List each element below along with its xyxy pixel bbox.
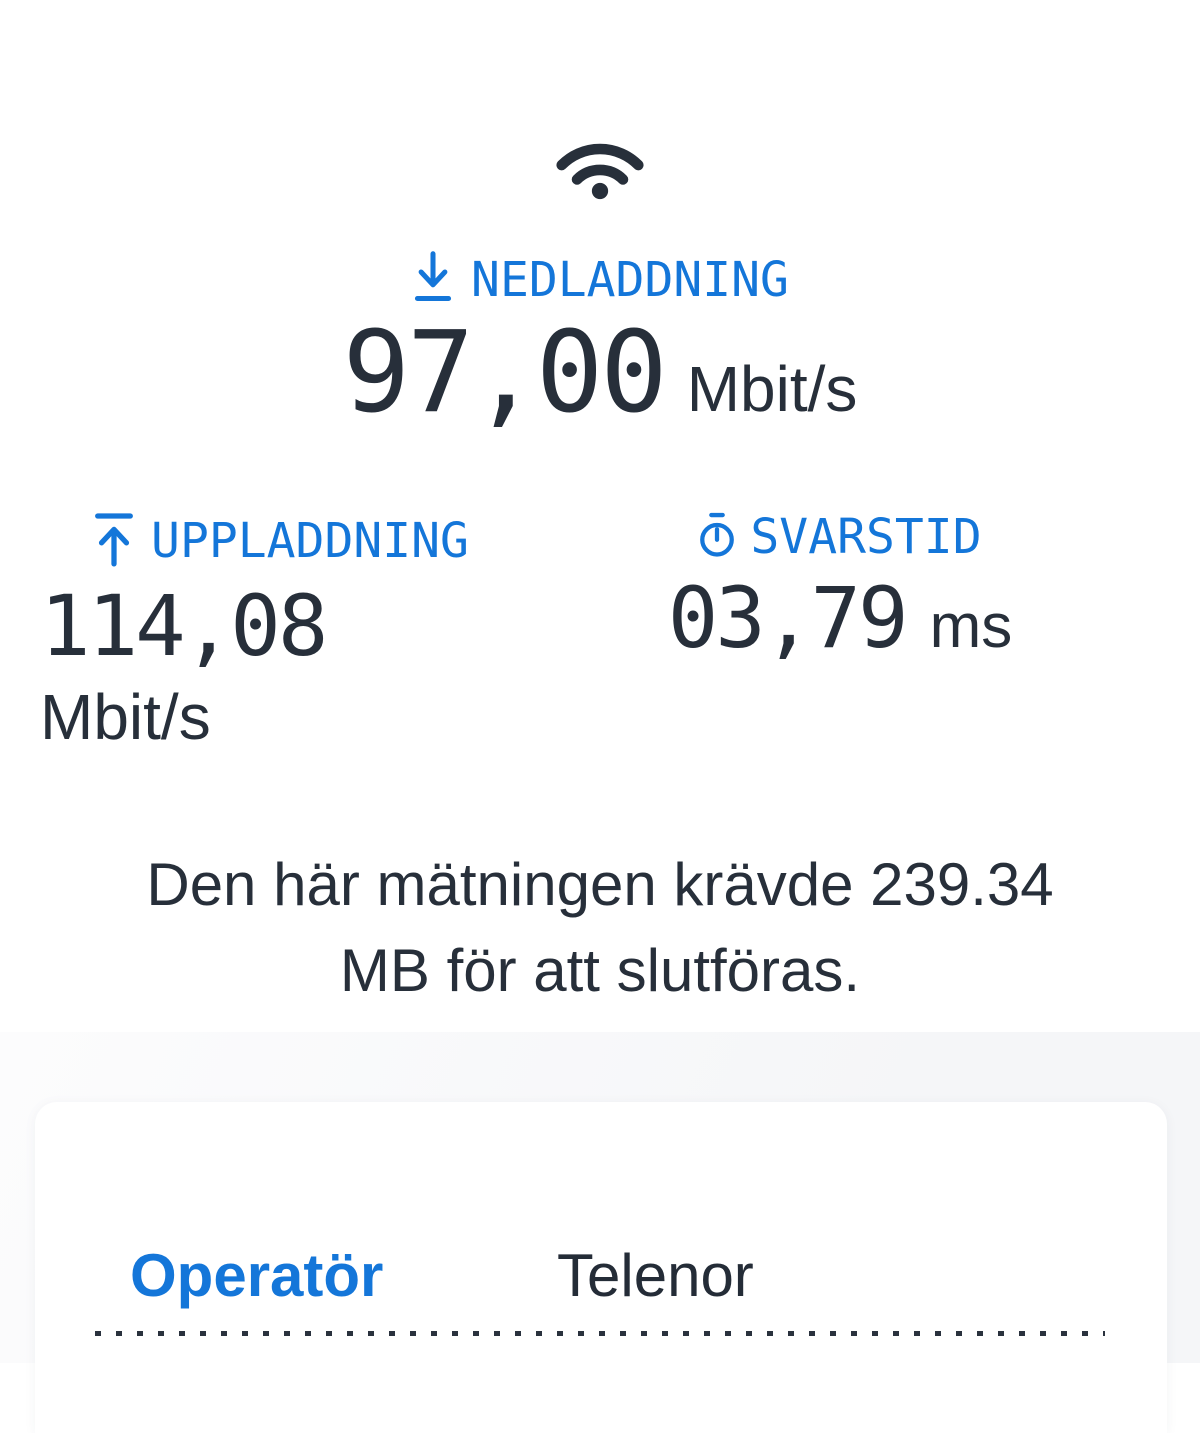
download-result: 97,00 Mbit/s (0, 308, 1200, 438)
upload-unit: Mbit/s (40, 680, 211, 753)
details-section: Operatör Telenor (0, 1031, 1200, 1433)
latency-result: 03,79 ms (620, 568, 1060, 667)
stopwatch-icon (698, 511, 736, 564)
latency-section-header: SVARSTID (620, 508, 1060, 565)
measurement-summary-text: Den här mätningen krävde 239.34 MB för a… (146, 850, 1054, 1004)
latency-column: SVARSTID 03,79 ms (620, 508, 1060, 667)
latency-value: 03,79 (667, 568, 909, 667)
detail-row-operator: Operatör Telenor (95, 1240, 1105, 1312)
upload-section-header: UPPLADDNING (40, 511, 520, 572)
upload-label: UPPLADDNING (151, 512, 469, 569)
download-unit: Mbit/s (686, 353, 858, 425)
latency-label: SVARSTID (750, 508, 982, 565)
upload-value: 114,08 (40, 576, 328, 675)
download-value: 97,00 (342, 308, 668, 438)
details-card: Operatör Telenor (35, 1101, 1167, 1433)
latency-unit: ms (929, 591, 1013, 661)
download-arrow-icon (411, 251, 455, 309)
download-section-header: NEDLADDNING (0, 251, 1200, 309)
dotted-separator (95, 1330, 1105, 1336)
operator-label: Operatör (130, 1241, 384, 1309)
operator-value: Telenor (557, 1241, 754, 1309)
upload-column: UPPLADDNING 114,08 Mbit/s (40, 511, 520, 754)
wifi-icon (554, 134, 646, 205)
secondary-metrics: UPPLADDNING 114,08 Mbit/s SVARSTID 03,79… (0, 508, 1200, 754)
download-label: NEDLADDNING (471, 251, 789, 308)
upload-arrow-icon (91, 511, 137, 572)
connection-type (0, 134, 1200, 205)
